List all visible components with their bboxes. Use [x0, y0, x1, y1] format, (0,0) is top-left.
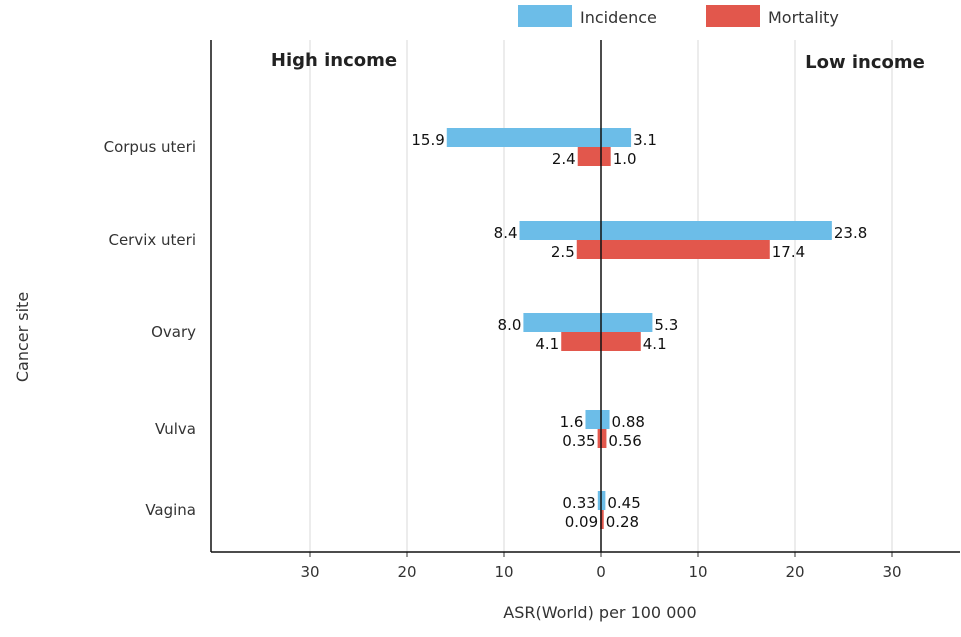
bar-incidence-low-income: [601, 221, 832, 240]
legend-label-incidence: Incidence: [580, 8, 657, 27]
category-label: Corpus uteri: [104, 138, 196, 156]
value-label-incidence-low-income: 23.8: [834, 224, 867, 242]
value-label-mortality-high-income: 4.1: [535, 335, 559, 353]
bar-mortality-low-income: [601, 240, 770, 259]
bar-mortality-high-income: [561, 332, 601, 351]
gridlines: [309, 40, 893, 552]
value-label-mortality-low-income: 4.1: [643, 335, 667, 353]
value-labels: 15.9 3.12.4 1.08.4 23.82.5 17.48.0 5.34.1 4.11…: [411, 131, 867, 531]
bar-mortality-low-income: [601, 332, 641, 351]
value-label-mortality-low-income: 0.28: [606, 513, 639, 531]
x-tick-label: 10: [688, 563, 707, 581]
x-tick-label: 30: [882, 563, 901, 581]
legend-swatch-mortality: [706, 5, 760, 27]
axes: 30 20 10 0 10 20 30 Corpus uteri Cervix uteri Ova…: [104, 40, 960, 581]
y-axis-title: Cancer site: [13, 292, 32, 382]
value-label-incidence-high-income: 15.9: [411, 131, 444, 149]
value-label-incidence-low-income: 0.88: [612, 413, 645, 431]
bar-mortality-high-income: [597, 429, 601, 448]
bar-incidence-low-income: [601, 128, 632, 147]
x-tick-label: 20: [785, 563, 804, 581]
category-label: Vulva: [155, 420, 196, 438]
legend: Incidence Mortality: [518, 5, 839, 27]
bar-mortality-low-income: [601, 429, 607, 448]
category-label: Cervix uteri: [108, 231, 196, 249]
bar-incidence-low-income: [601, 313, 653, 332]
value-label-mortality-low-income: 0.56: [608, 432, 641, 450]
x-tick-label: 30: [300, 563, 319, 581]
value-label-incidence-high-income: 8.4: [494, 224, 518, 242]
legend-label-mortality: Mortality: [768, 8, 839, 27]
bar-incidence-high-income: [585, 410, 601, 429]
value-label-mortality-high-income: 2.5: [551, 243, 575, 261]
value-label-mortality-high-income: 2.4: [552, 150, 576, 168]
value-label-mortality-high-income: 0.09: [565, 513, 598, 531]
panel-label-left: High income: [271, 50, 397, 71]
value-label-incidence-low-income: 5.3: [654, 316, 678, 334]
category-label: Vagina: [145, 501, 196, 519]
x-tick-label: 0: [596, 563, 606, 581]
bar-incidence-high-income: [446, 128, 601, 147]
bar-incidence-high-income: [597, 491, 601, 510]
value-label-incidence-high-income: 1.6: [560, 413, 584, 431]
bar-mortality-high-income: [576, 240, 601, 259]
panel-label-right: Low income: [805, 52, 925, 73]
x-tick-label: 20: [397, 563, 416, 581]
value-label-mortality-low-income: 1.0: [613, 150, 637, 168]
value-label-incidence-high-income: 0.33: [562, 494, 595, 512]
value-label-mortality-high-income: 0.35: [562, 432, 595, 450]
bar-mortality-low-income: [601, 510, 604, 529]
category-label: Ovary: [151, 323, 196, 341]
bar-incidence-low-income: [601, 491, 606, 510]
bars: [446, 128, 832, 529]
bar-incidence-high-income: [519, 221, 601, 240]
bar-mortality-low-income: [601, 147, 611, 166]
x-tick-label: 10: [494, 563, 513, 581]
bar-incidence-low-income: [601, 410, 610, 429]
legend-swatch-incidence: [518, 5, 572, 27]
value-label-mortality-low-income: 17.4: [772, 243, 805, 261]
bar-incidence-high-income: [523, 313, 601, 332]
value-label-incidence-low-income: 0.45: [607, 494, 640, 512]
x-axis-title: ASR(World) per 100 000: [503, 603, 696, 622]
bar-mortality-high-income: [577, 147, 601, 166]
value-label-incidence-low-income: 3.1: [633, 131, 657, 149]
value-label-incidence-high-income: 8.0: [498, 316, 522, 334]
